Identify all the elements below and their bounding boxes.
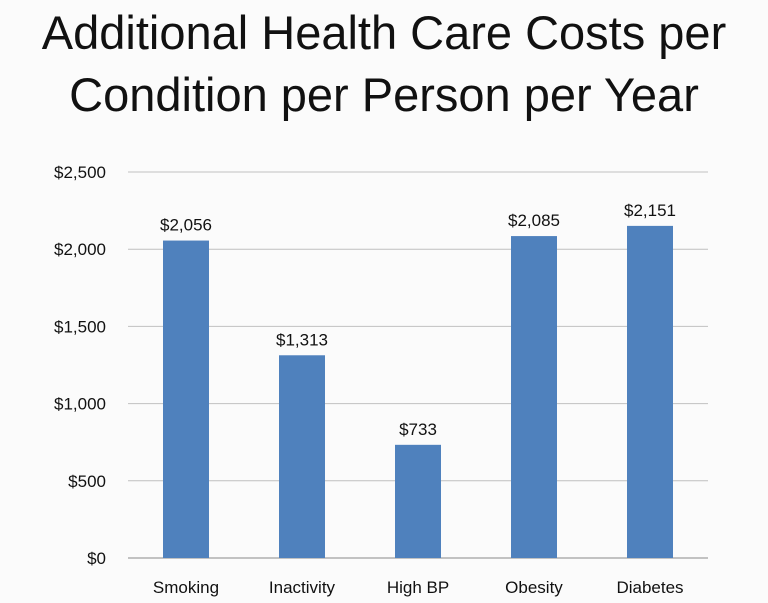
bar-diabetes <box>627 225 673 558</box>
bar-smoking <box>163 240 209 559</box>
bars <box>163 225 673 559</box>
y-tick-label: $1,500 <box>54 317 106 336</box>
y-tick-label: $0 <box>87 549 106 568</box>
chart-title-line-1: Additional Health Care Costs per <box>41 6 727 59</box>
data-label: $2,056 <box>160 216 212 235</box>
y-tick-label: $2,000 <box>54 240 106 259</box>
x-category-label: Obesity <box>505 578 563 597</box>
bar-inactivity <box>279 355 325 558</box>
x-category-label: Inactivity <box>269 578 336 597</box>
bar-obesity <box>511 236 557 559</box>
data-label: $1,313 <box>276 330 328 349</box>
x-category-label: High BP <box>387 578 449 597</box>
data-label: $733 <box>399 420 437 439</box>
y-tick-label: $500 <box>68 472 106 491</box>
chart-title-line-2: Condition per Person per Year <box>69 68 699 121</box>
y-tick-label: $2,500 <box>54 163 106 182</box>
y-tick-label: $1,000 <box>54 395 106 414</box>
y-axis-tick-labels: $0 $500 $1,000 $1,500 $2,000 $2,500 <box>54 163 106 568</box>
chart-title: Additional Health Care Costs per Conditi… <box>0 2 768 126</box>
x-category-label: Diabetes <box>616 578 683 597</box>
data-label: $2,151 <box>624 201 676 220</box>
data-label: $2,085 <box>508 211 560 230</box>
x-category-label: Smoking <box>153 578 219 597</box>
bar-high-bp <box>395 444 441 558</box>
x-axis-category-labels: Smoking Inactivity High BP Obesity Diabetes <box>153 578 684 597</box>
data-labels: $2,056 $1,313 $733 $2,085 $2,151 <box>160 201 676 439</box>
